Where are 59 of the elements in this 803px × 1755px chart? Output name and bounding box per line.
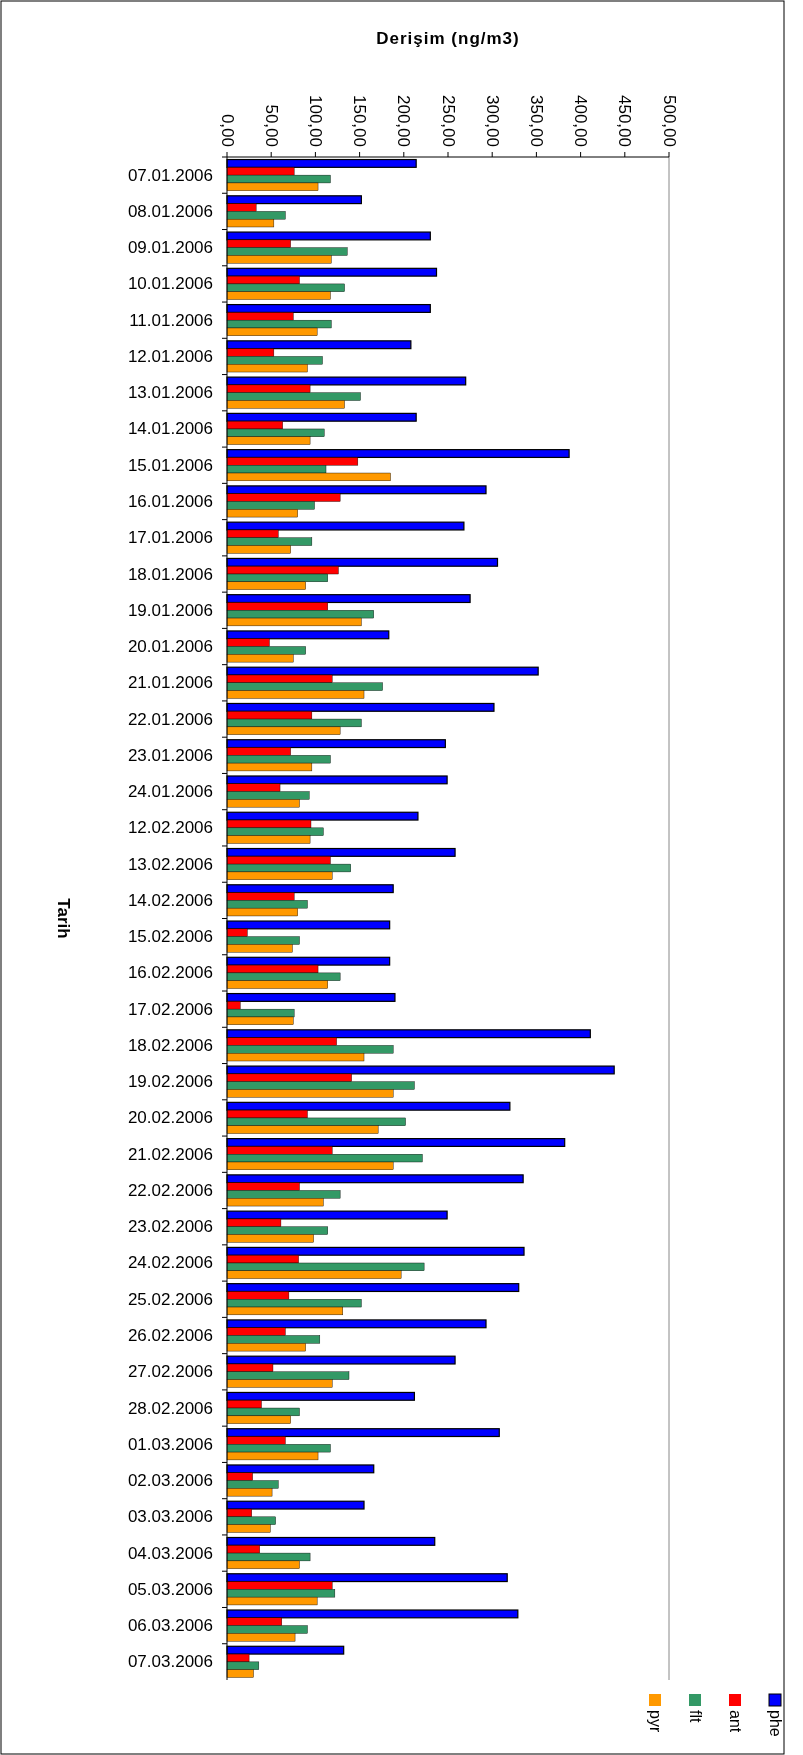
y-tick-label: 12.01.2006	[127, 346, 213, 366]
x-tick-label: 200,00	[394, 95, 414, 147]
y-tick-label: 16.01.2006	[127, 491, 213, 511]
x-tick-label: 500,00	[659, 95, 679, 147]
x-tick-label: 100,00	[305, 95, 325, 147]
y-tick-label: 18.01.2006	[127, 564, 213, 584]
y-tick-label: 24.01.2006	[127, 782, 213, 802]
y-tick-label: 17.01.2006	[127, 528, 213, 548]
y-tick-label: 13.02.2006	[127, 854, 213, 874]
y-tick-label: 07.01.2006	[127, 165, 213, 185]
y-tick-label: 08.01.2006	[127, 201, 213, 221]
y-tick-label: 19.02.2006	[127, 1072, 213, 1092]
x-tick-label: 0,00	[217, 113, 237, 147]
y-tick-label: 02.03.2006	[127, 1471, 213, 1491]
y-tick-label: 09.01.2006	[127, 238, 213, 258]
y-tick-label: 27.02.2006	[127, 1362, 213, 1382]
y-tick-label: 16.02.2006	[127, 963, 213, 983]
y-axis-title: Tarih	[54, 898, 73, 939]
y-tick-label: 13.01.2006	[127, 383, 213, 403]
y-tick-label: 21.02.2006	[127, 1144, 213, 1164]
x-tick-label: 250,00	[438, 95, 458, 147]
y-tick-label: 12.02.2006	[127, 818, 213, 838]
x-tick-label: 350,00	[526, 95, 546, 147]
legend-label: phe	[766, 1710, 784, 1737]
legend-label: flt	[686, 1710, 704, 1723]
y-tick-label: 17.02.2006	[127, 999, 213, 1019]
y-tick-label: 19.01.2006	[127, 600, 213, 620]
y-tick-label: 05.03.2006	[127, 1579, 213, 1599]
y-tick-label: 20.01.2006	[127, 637, 213, 657]
y-tick-label: 18.02.2006	[127, 1035, 213, 1055]
y-tick-label: 14.02.2006	[127, 890, 213, 910]
y-tick-label: 06.03.2006	[127, 1616, 213, 1636]
x-tick-label: 400,00	[571, 95, 591, 147]
legend-label: pyr	[646, 1710, 664, 1733]
y-tick-label: 10.01.2006	[127, 274, 213, 294]
y-tick-label: 28.02.2006	[127, 1398, 213, 1418]
y-tick-label: 21.01.2006	[127, 673, 213, 693]
y-tick-label: 23.01.2006	[127, 745, 213, 765]
y-tick-label: 04.03.2006	[127, 1543, 213, 1563]
y-tick-label: 22.02.2006	[127, 1180, 213, 1200]
x-tick-label: 450,00	[615, 95, 635, 147]
y-tick-label: 11.01.2006	[129, 310, 213, 330]
y-tick-label: 01.03.2006	[127, 1434, 213, 1454]
y-tick-label: 24.02.2006	[127, 1253, 213, 1273]
x-tick-label: 150,00	[350, 95, 370, 147]
y-tick-label: 23.02.2006	[127, 1217, 213, 1237]
y-tick-label: 03.03.2006	[127, 1507, 213, 1527]
y-tick-label: 25.02.2006	[127, 1289, 213, 1309]
legend-label: ant	[726, 1710, 744, 1733]
y-tick-label: 07.03.2006	[127, 1652, 213, 1672]
x-tick-label: 50,00	[261, 104, 281, 147]
y-tick-label: 14.01.2006	[127, 419, 213, 439]
y-tick-label: 20.02.2006	[127, 1108, 213, 1128]
y-tick-label: 15.02.2006	[127, 927, 213, 947]
y-tick-label: 26.02.2006	[127, 1326, 213, 1346]
x-tick-label: 300,00	[482, 95, 502, 147]
y-tick-label: 15.01.2006	[127, 455, 213, 475]
chart-title: Derişim (ng/m3)	[376, 29, 520, 48]
y-tick-label: 22.01.2006	[127, 709, 213, 729]
